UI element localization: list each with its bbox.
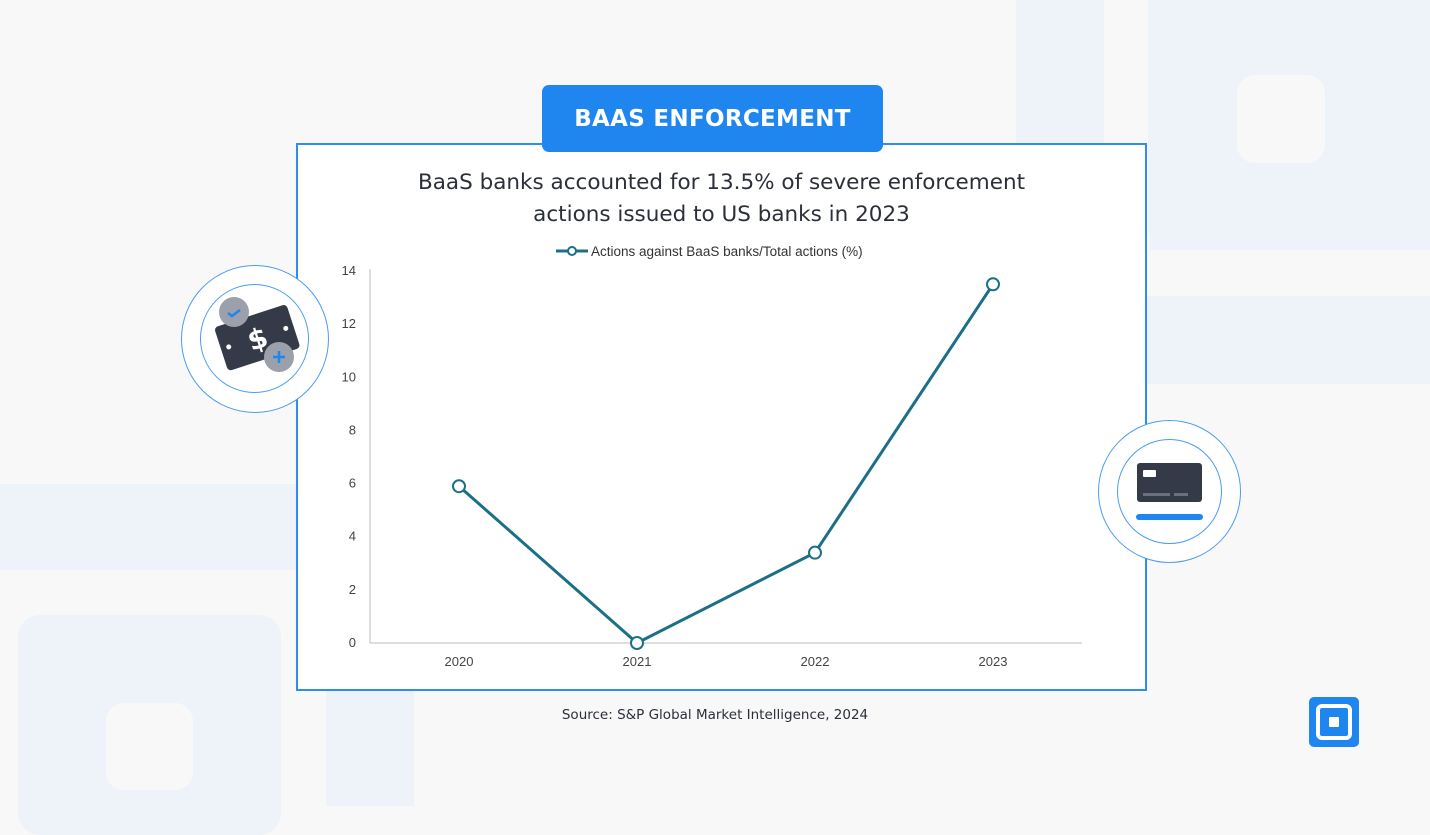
- x-tick-label: 2023: [979, 654, 1008, 669]
- y-tick-label: 10: [342, 369, 356, 384]
- chart-title-line-1: BaaS banks accounted for 13.5% of severe…: [418, 170, 1025, 195]
- y-tick-label: 0: [349, 635, 356, 650]
- legend-label: Actions against BaaS banks/Total actions…: [591, 244, 863, 259]
- y-tick-label: 8: [349, 422, 356, 437]
- y-tick-label: 14: [342, 263, 356, 278]
- bg-band-left: [0, 484, 300, 570]
- y-tick-label: 2: [349, 582, 356, 597]
- data-point-2021: [630, 636, 644, 650]
- x-tick-labels: 2020 2021 2022 2023: [445, 654, 1008, 669]
- series-points: [452, 277, 1000, 650]
- bg-column-bottom: [326, 690, 414, 806]
- card-icon-circle-inner: [1117, 439, 1222, 544]
- chart-title: BaaS banks accounted for 13.5% of severe…: [298, 167, 1145, 231]
- x-tick-label: 2022: [801, 654, 830, 669]
- plot-area: [332, 233, 1124, 675]
- data-point-2020: [452, 479, 466, 494]
- card-icon-circle: [1098, 420, 1241, 563]
- y-tick-label: 4: [349, 529, 356, 544]
- source-note: Source: S&P Global Market Intelligence, …: [561, 707, 869, 723]
- data-point-2023: [986, 277, 1000, 292]
- square-logo-icon: [1309, 697, 1359, 747]
- bg-tile-bottom-left-inner: [106, 703, 193, 790]
- chart-title-line-2: actions issued to US banks in 2023: [533, 202, 910, 227]
- y-tick-label: 12: [342, 316, 356, 331]
- y-tick-label: 6: [349, 476, 356, 491]
- legend: Actions against BaaS banks/Total actions…: [556, 244, 863, 259]
- line-chart: 0 2 4 6 8 10 12 14 2020 2021 2022 2023 Actions aga…: [332, 233, 1124, 675]
- square-logo-glyph: [1316, 704, 1352, 740]
- chart-card: BaaS banks accounted for 13.5% of severe…: [296, 143, 1147, 691]
- x-tick-label: 2020: [445, 654, 474, 669]
- bg-tile-top-right-inner: [1237, 75, 1325, 163]
- money-icon-circle: $: [181, 265, 329, 413]
- data-point-2022: [808, 545, 822, 560]
- section-tag: BAAS ENFORCEMENT: [542, 85, 883, 152]
- credit-card-icon: [1136, 463, 1203, 520]
- bg-notch-2: [1150, 250, 1430, 296]
- x-tick-label: 2021: [623, 654, 652, 669]
- money-bill-icon: $: [215, 297, 300, 372]
- series-line: [458, 283, 995, 645]
- y-tick-labels: 0 2 4 6 8 10 12 14: [342, 263, 356, 650]
- legend-marker: [567, 246, 577, 256]
- money-icon-circle-inner: [200, 284, 309, 393]
